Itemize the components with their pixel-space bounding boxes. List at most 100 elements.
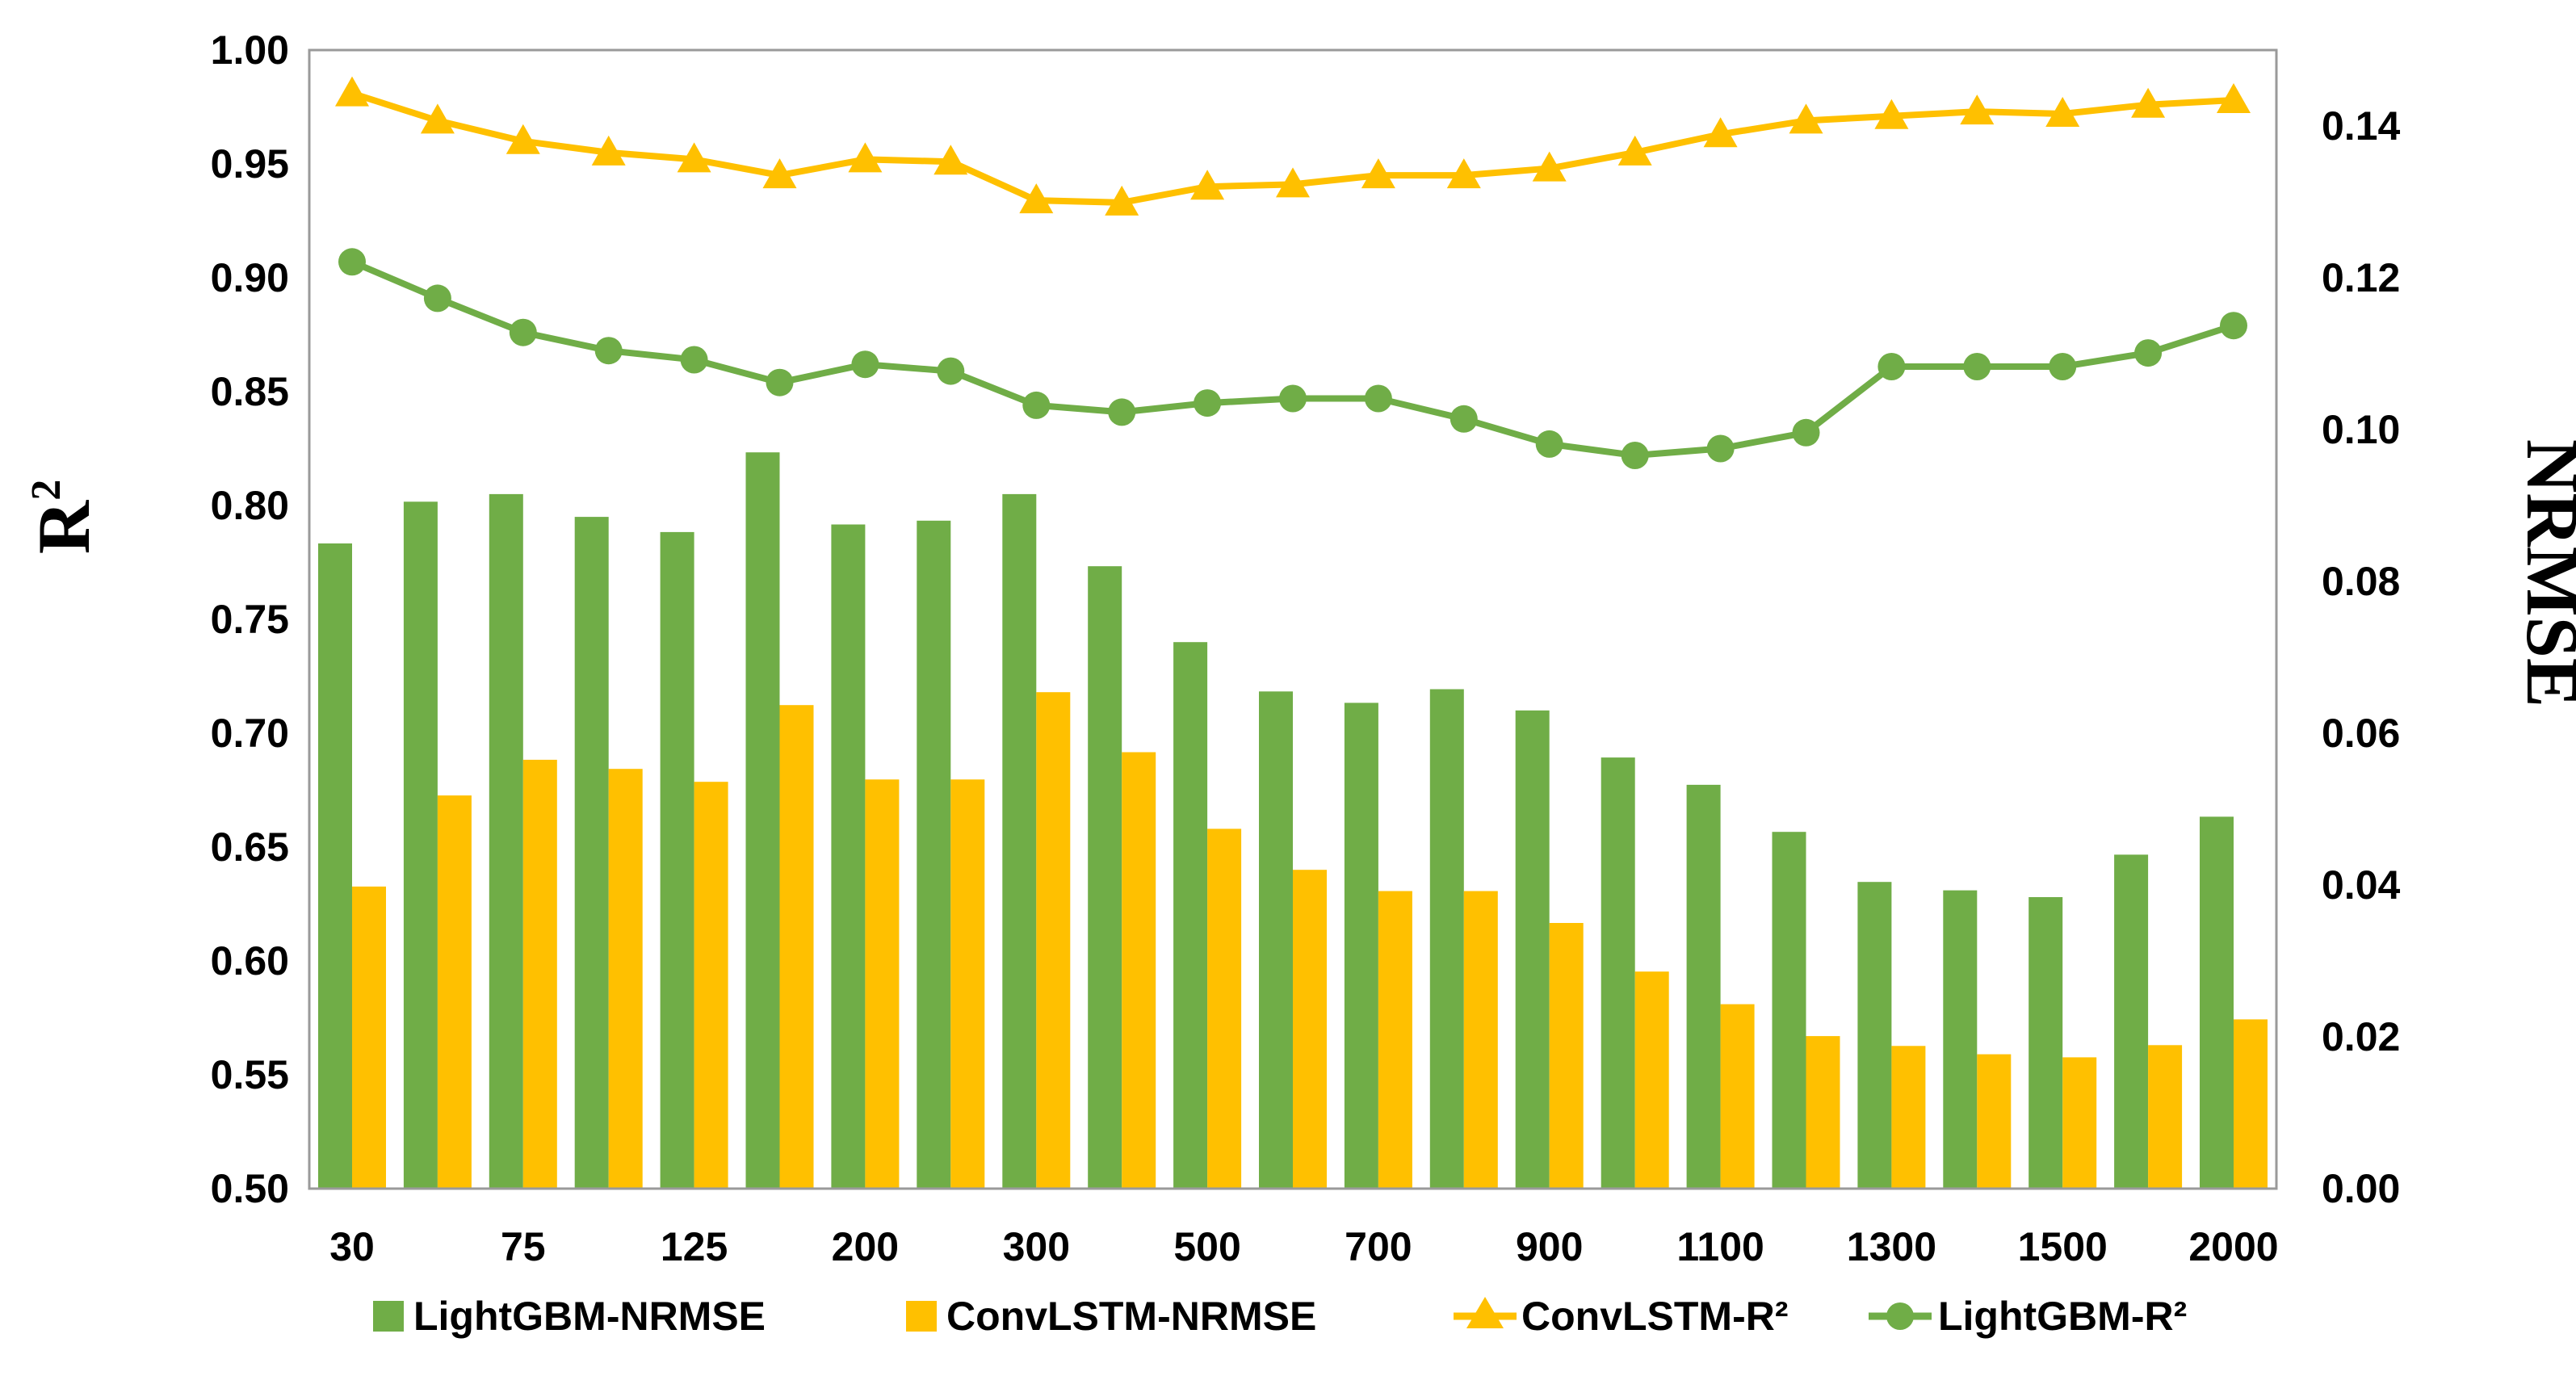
right-tick-label: 0.02 bbox=[2322, 1014, 2400, 1059]
point-convlstm-r2-700 bbox=[1361, 158, 1395, 189]
series-lightgbm-r2 bbox=[338, 248, 2247, 469]
bar-lightgbm-nrmse-700 bbox=[1344, 703, 1378, 1189]
legend: LightGBM-NRMSE ConvLSTM-NRMSE ConvLSTM-R… bbox=[373, 1294, 2187, 1339]
bars-layer bbox=[318, 452, 2268, 1189]
point-convlstm-r2-1000 bbox=[1617, 135, 1652, 166]
x-tick-label: 1300 bbox=[1847, 1224, 1936, 1269]
point-convlstm-r2-1100 bbox=[1703, 117, 1738, 148]
bar-lightgbm-nrmse-500 bbox=[1173, 642, 1208, 1189]
point-convlstm-r2-900 bbox=[1532, 151, 1567, 182]
point-convlstm-r2-500 bbox=[1190, 170, 1225, 200]
left-tick-label: 0.70 bbox=[211, 711, 289, 756]
bar-lightgbm-nrmse-800 bbox=[1429, 689, 1464, 1189]
legend-entry-convlstm-r2: ConvLSTM-R² bbox=[1454, 1294, 1789, 1339]
legend-marker-lightgbm-r2 bbox=[1886, 1302, 1914, 1330]
point-lightgbm-r2-900 bbox=[1535, 430, 1563, 458]
point-convlstm-r2-800 bbox=[1446, 158, 1481, 189]
point-lightgbm-r2-1400 bbox=[1963, 353, 1991, 380]
bar-lightgbm-nrmse-1000 bbox=[1601, 757, 1635, 1189]
legend-swatch-lightgbm-nrmse bbox=[373, 1301, 404, 1332]
point-convlstm-r2-50 bbox=[420, 103, 455, 134]
series-lightgbm-nrmse bbox=[318, 452, 2234, 1189]
bar-lightgbm-nrmse-100 bbox=[574, 517, 609, 1189]
plot-area-frame bbox=[308, 48, 2278, 1190]
point-lightgbm-r2-150 bbox=[766, 368, 794, 396]
right-tick-label: 0.04 bbox=[2322, 862, 2401, 908]
bar-convlstm-nrmse-1600 bbox=[2148, 1045, 2183, 1189]
point-convlstm-r2-1200 bbox=[1789, 103, 1823, 134]
legend-label-convlstm-r2: ConvLSTM-R² bbox=[1521, 1294, 1789, 1339]
bar-convlstm-nrmse-1200 bbox=[1806, 1036, 1840, 1189]
bar-lightgbm-nrmse-600 bbox=[1259, 691, 1293, 1189]
point-lightgbm-r2-500 bbox=[1194, 389, 1222, 417]
series-convlstm-nrmse bbox=[352, 692, 2268, 1189]
point-lightgbm-r2-1200 bbox=[1792, 418, 1820, 447]
right-tick-label: 0.14 bbox=[2322, 103, 2401, 149]
left-tick-label: 0.50 bbox=[211, 1166, 289, 1211]
left-tick-label: 0.55 bbox=[211, 1052, 289, 1097]
bar-convlstm-nrmse-1300 bbox=[1891, 1046, 1926, 1189]
bar-convlstm-nrmse-300 bbox=[1036, 692, 1071, 1189]
bar-lightgbm-nrmse-1100 bbox=[1686, 784, 1721, 1189]
bar-convlstm-nrmse-800 bbox=[1463, 891, 1498, 1189]
left-axis-title-main: R bbox=[23, 499, 105, 554]
bar-convlstm-nrmse-50 bbox=[437, 795, 472, 1189]
legend-label-convlstm-nrmse: ConvLSTM-NRMSE bbox=[946, 1294, 1316, 1339]
point-lightgbm-r2-700 bbox=[1364, 384, 1392, 413]
bar-lightgbm-nrmse-1200 bbox=[1772, 832, 1806, 1189]
bar-lightgbm-nrmse-400 bbox=[1088, 566, 1122, 1189]
x-tick-label: 125 bbox=[661, 1224, 728, 1269]
x-tick-label: 1500 bbox=[2018, 1224, 2108, 1269]
x-tick-label: 75 bbox=[501, 1224, 546, 1269]
left-axis-title: R2 bbox=[23, 480, 105, 554]
point-lightgbm-r2-250 bbox=[937, 357, 965, 385]
bar-lightgbm-nrmse-300 bbox=[1002, 493, 1037, 1189]
point-convlstm-r2-125 bbox=[677, 142, 711, 173]
point-convlstm-r2-30 bbox=[335, 76, 369, 107]
point-convlstm-r2-300 bbox=[1019, 183, 1054, 214]
bar-lightgbm-nrmse-1600 bbox=[2114, 854, 2149, 1189]
legend-label-lightgbm-nrmse: LightGBM-NRMSE bbox=[413, 1294, 766, 1339]
point-lightgbm-r2-125 bbox=[680, 346, 708, 374]
bar-lightgbm-nrmse-150 bbox=[745, 452, 780, 1189]
lines-layer bbox=[335, 76, 2251, 469]
bar-lightgbm-nrmse-75 bbox=[489, 493, 523, 1189]
point-lightgbm-r2-200 bbox=[851, 350, 879, 379]
bar-convlstm-nrmse-100 bbox=[608, 769, 643, 1189]
point-convlstm-r2-1400 bbox=[1960, 94, 1995, 125]
point-lightgbm-r2-1000 bbox=[1621, 442, 1649, 469]
bar-lightgbm-nrmse-125 bbox=[660, 531, 694, 1189]
bar-convlstm-nrmse-600 bbox=[1293, 870, 1327, 1189]
right-axis-title: NRMSE bbox=[2511, 439, 2576, 707]
x-tick-label: 1100 bbox=[1676, 1224, 1764, 1269]
left-tick-label: 0.95 bbox=[211, 141, 289, 187]
x-tick-label: 2000 bbox=[2188, 1224, 2278, 1269]
point-convlstm-r2-1300 bbox=[1874, 99, 1909, 129]
right-axis-ticks: 0.00 0.02 0.04 0.06 0.08 0.10 0.12 0.14 bbox=[2322, 103, 2401, 1211]
right-tick-label: 0.00 bbox=[2322, 1166, 2400, 1211]
bar-lightgbm-nrmse-2000 bbox=[2200, 816, 2234, 1189]
point-lightgbm-r2-300 bbox=[1022, 391, 1051, 419]
right-tick-label: 0.08 bbox=[2322, 559, 2400, 604]
point-convlstm-r2-250 bbox=[933, 145, 968, 175]
bar-convlstm-nrmse-1100 bbox=[1720, 1004, 1755, 1189]
bar-convlstm-nrmse-75 bbox=[522, 759, 557, 1189]
left-tick-label: 0.65 bbox=[211, 824, 289, 870]
bar-convlstm-nrmse-30 bbox=[352, 886, 386, 1189]
point-lightgbm-r2-75 bbox=[509, 318, 537, 346]
point-lightgbm-r2-1300 bbox=[1877, 353, 1906, 380]
x-tick-label: 300 bbox=[1003, 1224, 1070, 1269]
x-tick-label: 700 bbox=[1345, 1224, 1412, 1269]
right-tick-label: 0.06 bbox=[2322, 711, 2400, 756]
left-tick-label: 0.75 bbox=[211, 597, 289, 642]
point-lightgbm-r2-2000 bbox=[2220, 312, 2247, 340]
legend-entry-convlstm-nrmse: ConvLSTM-NRMSE bbox=[906, 1294, 1316, 1339]
point-convlstm-r2-1500 bbox=[2045, 97, 2080, 127]
point-convlstm-r2-100 bbox=[591, 135, 626, 166]
point-lightgbm-r2-1100 bbox=[1706, 434, 1735, 463]
left-tick-label: 1.00 bbox=[211, 27, 289, 73]
bar-lightgbm-nrmse-200 bbox=[831, 524, 866, 1189]
left-axis-title-superscript: 2 bbox=[23, 480, 69, 501]
bar-convlstm-nrmse-400 bbox=[1122, 752, 1156, 1189]
